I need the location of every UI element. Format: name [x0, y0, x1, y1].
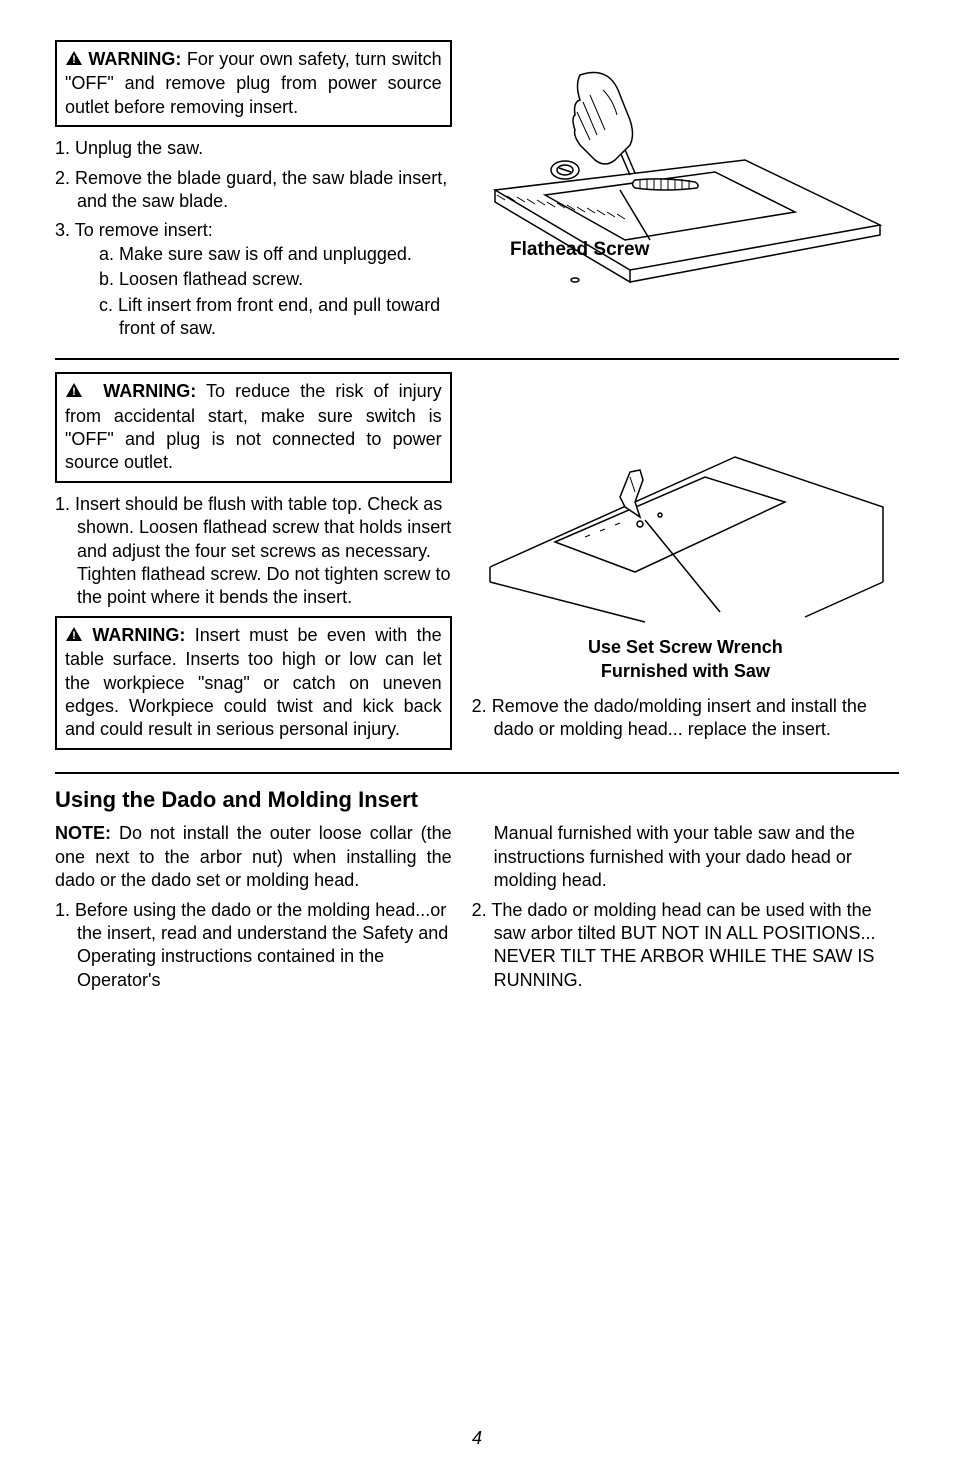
section-1: ! WARNING: For your own safety, turn swi…: [55, 40, 899, 346]
step-num: 1.: [55, 494, 70, 514]
warning-triangle-icon: !: [65, 625, 83, 648]
caption-line-2: Furnished with Saw: [601, 661, 770, 681]
note-paragraph: NOTE: Do not install the outer loose col…: [55, 822, 452, 892]
step-num: 1.: [55, 138, 70, 158]
section-3-columns: NOTE: Do not install the outer loose col…: [55, 822, 899, 998]
section-2-text: ! WARNING: To reduce the risk of injury …: [55, 372, 452, 759]
step-2: 2. Remove the blade guard, the saw blade…: [55, 167, 452, 214]
warning-box-2: ! WARNING: To reduce the risk of injury …: [55, 372, 452, 483]
substep-letter: a.: [99, 244, 114, 264]
figure-flathead: Flathead Screw: [472, 40, 899, 346]
substep-c: c. Lift insert from front end, and pull …: [99, 294, 452, 341]
note-label: NOTE:: [55, 823, 111, 843]
warning-label: WARNING:: [92, 625, 185, 645]
section-3: Using the Dado and Molding Insert NOTE: …: [55, 786, 899, 998]
section-3-heading: Using the Dado and Molding Insert: [55, 786, 899, 815]
step-3: 3. To remove insert: a. Make sure saw is…: [55, 219, 452, 340]
section-3-left: NOTE: Do not install the outer loose col…: [55, 822, 452, 998]
step-text: Before using the dado or the molding hea…: [75, 900, 448, 990]
step-text: Remove the blade guard, the saw blade in…: [75, 168, 447, 211]
svg-text:!: !: [72, 54, 76, 66]
page-number: 4: [0, 1427, 954, 1450]
step-1-sec2: 1. Insert should be flush with table top…: [55, 493, 452, 610]
step-text: Insert should be flush with table top. C…: [75, 494, 451, 608]
step-2-sec3: 2. The dado or molding head can be used …: [472, 899, 899, 993]
steps-list-2-right: 2. Remove the dado/molding insert and in…: [472, 695, 899, 742]
substep-text: Loosen flathead screw.: [119, 269, 303, 289]
divider-2: [55, 772, 899, 774]
steps-list-3-right: 2. The dado or molding head can be used …: [472, 899, 899, 993]
substep-text: Make sure saw is off and unplugged.: [119, 244, 412, 264]
warning-box-1: ! WARNING: For your own safety, turn swi…: [55, 40, 452, 127]
note-text: Do not install the outer loose collar (t…: [55, 823, 452, 890]
warning-triangle-icon: !: [65, 381, 83, 404]
substep-b: b. Loosen flathead screw.: [99, 268, 452, 291]
svg-text:!: !: [72, 630, 76, 642]
section-1-text: ! WARNING: For your own safety, turn swi…: [55, 40, 452, 346]
svg-text:!: !: [72, 386, 76, 398]
flathead-screw-illustration: Flathead Screw: [485, 40, 885, 320]
step-num: 2.: [55, 168, 70, 188]
step-num: 2.: [472, 696, 487, 716]
figure-label-text: Flathead Screw: [510, 239, 650, 260]
substep-letter: b.: [99, 269, 114, 289]
step-2-sec2: 2. Remove the dado/molding insert and in…: [472, 695, 899, 742]
warning-triangle-icon: !: [65, 49, 83, 72]
substeps: a. Make sure saw is off and unplugged. b…: [77, 243, 452, 341]
steps-list-3-left: 1. Before using the dado or the molding …: [55, 899, 452, 993]
steps-list: 1. Unplug the saw. 2. Remove the blade g…: [55, 137, 452, 340]
step-text: Remove the dado/molding insert and insta…: [492, 696, 867, 739]
substep-text: Lift insert from front end, and pull tow…: [118, 295, 440, 338]
substep-a: a. Make sure saw is off and unplugged.: [99, 243, 452, 266]
step-num: 3.: [55, 220, 70, 240]
figure-caption: Use Set Screw Wrench Furnished with Saw: [472, 636, 899, 683]
section-2-right: Use Set Screw Wrench Furnished with Saw …: [472, 372, 899, 759]
step-num: 1.: [55, 900, 70, 920]
warning-label: WARNING:: [103, 381, 196, 401]
warning-box-3: ! WARNING: Insert must be even with the …: [55, 616, 452, 750]
warning-label: WARNING:: [88, 49, 181, 69]
substep-letter: c.: [99, 295, 113, 315]
section-2: ! WARNING: To reduce the risk of injury …: [55, 372, 899, 759]
steps-list-2: 1. Insert should be flush with table top…: [55, 493, 452, 610]
continuation-text: Manual furnished with your table saw and…: [472, 822, 899, 892]
step-text: To remove insert:: [75, 220, 213, 240]
section-3-right: Manual furnished with your table saw and…: [472, 822, 899, 998]
set-screw-illustration: [485, 402, 885, 632]
caption-line-1: Use Set Screw Wrench: [588, 637, 783, 657]
figure-setscrew: Use Set Screw Wrench Furnished with Saw: [472, 402, 899, 683]
step-num: 2.: [472, 900, 487, 920]
step-text: The dado or molding head can be used wit…: [491, 900, 875, 990]
step-text: Unplug the saw.: [75, 138, 203, 158]
divider-1: [55, 358, 899, 360]
step-1-sec3: 1. Before using the dado or the molding …: [55, 899, 452, 993]
step-1: 1. Unplug the saw.: [55, 137, 452, 160]
